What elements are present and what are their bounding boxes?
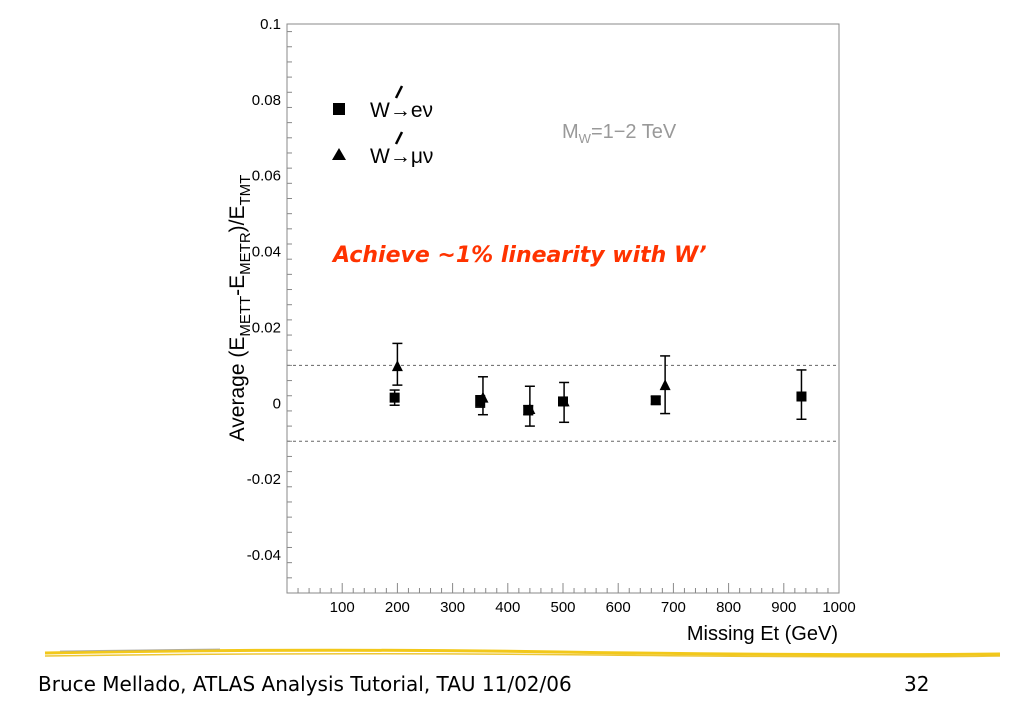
y-axis-label: Average (EMETT-EMETR)/ETMT: [226, 175, 254, 442]
x-tick-label: 600: [606, 599, 631, 616]
y-tick-label: -0.04: [247, 547, 281, 564]
x-tick-label: 100: [330, 599, 355, 616]
linearity-annotation: Achieve ~1% linearity with W’: [331, 243, 707, 268]
x-tick-label: 300: [440, 599, 465, 616]
x-tick-label: 800: [716, 599, 741, 616]
y-tick-label: 0.02: [252, 319, 281, 336]
x-tick-label: 1000: [822, 599, 855, 616]
footer-credit: Bruce Mellado, ATLAS Analysis Tutorial, …: [38, 672, 572, 696]
chart: -0.04 -0.02 0 0.02 0.04 0.06 0.08 0.1 100 200 300 4…: [226, 16, 856, 645]
y-tick-label: 0.08: [252, 92, 281, 109]
data-point-triangle: [524, 403, 536, 415]
data-point-square: [389, 392, 400, 403]
prime-tick: [394, 85, 404, 99]
x-axis-label: Missing Et (GeV): [687, 623, 838, 645]
x-tick-label: 900: [771, 599, 796, 616]
data-point-square: [796, 391, 807, 402]
legend: W→eν W→μν: [332, 85, 433, 168]
prime-tick: [394, 131, 404, 145]
y-tick-label: 0.1: [260, 16, 281, 33]
y-tick-label: 0.06: [252, 168, 281, 185]
data-point-triangle: [391, 360, 403, 372]
y-tick-label: -0.02: [247, 471, 281, 488]
axis-ticks: -0.04 -0.02 0 0.02 0.04 0.06 0.08 0.1 100 200 300 4…: [247, 16, 856, 616]
x-tick-label: 500: [550, 599, 575, 616]
x-tick-label: 200: [385, 599, 410, 616]
data-point-triangle: [477, 391, 489, 403]
y-tick-label: 0.04: [252, 244, 281, 261]
data-marks: [389, 342, 807, 427]
data-point-triangle: [558, 395, 570, 407]
x-tick-label: 700: [661, 599, 686, 616]
page-number: 32: [904, 672, 930, 696]
mass-range-label: MW=1−2 TeV: [562, 121, 677, 146]
x-tick-label: 400: [495, 599, 520, 616]
legend-marker-square: [333, 103, 345, 115]
data-point-square: [650, 395, 661, 406]
legend-entry-muon: W→μν: [370, 145, 433, 168]
reference-lines: [287, 364, 839, 442]
decorative-divider: [44, 648, 1001, 658]
legend-marker-triangle: [332, 148, 346, 160]
legend-entry-electron: W→eν: [370, 99, 433, 122]
y-tick-label: 0: [273, 395, 281, 412]
data-point-triangle: [659, 379, 671, 391]
